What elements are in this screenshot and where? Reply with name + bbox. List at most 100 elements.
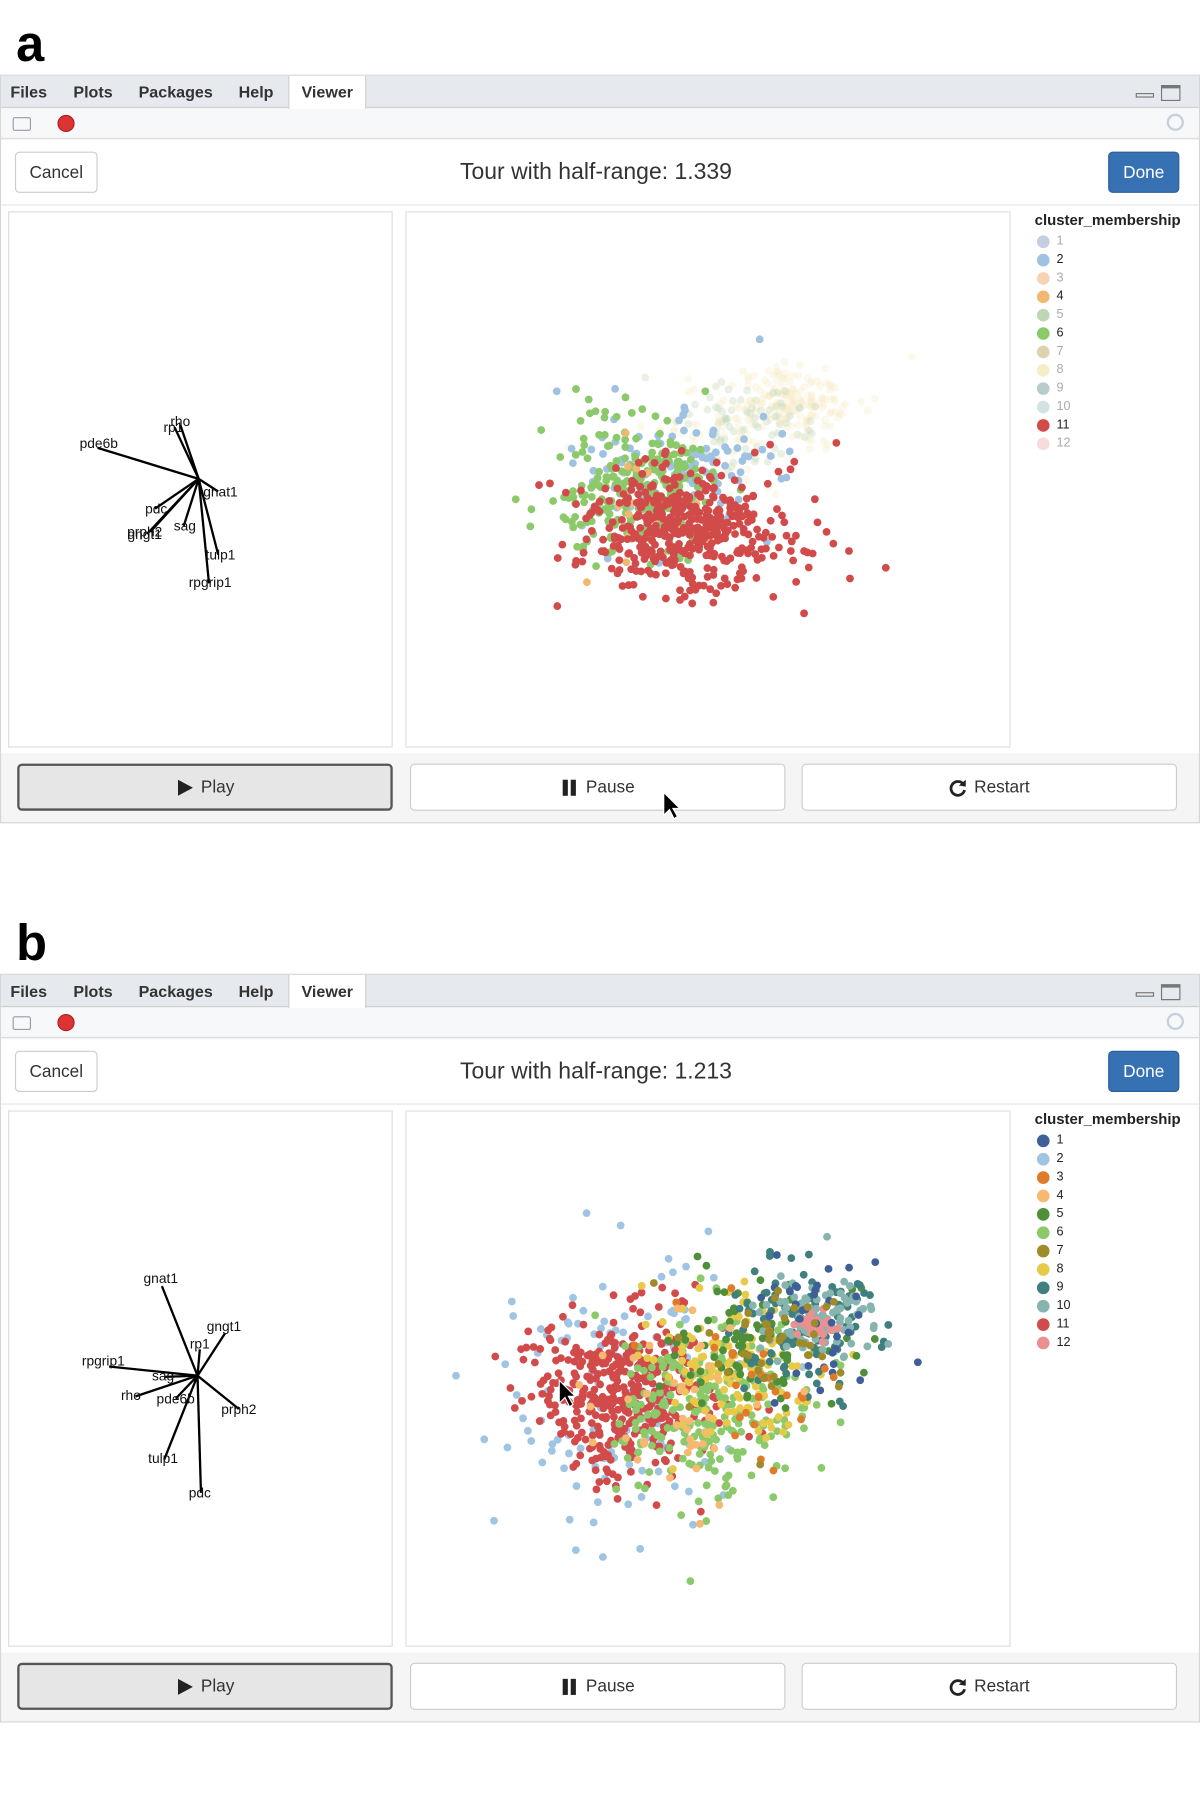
done-button[interactable]: Done bbox=[1108, 151, 1180, 193]
legend-label: 5 bbox=[1056, 307, 1064, 322]
cancel-button[interactable]: Cancel bbox=[14, 1050, 98, 1093]
legend-label: 3 bbox=[1056, 271, 1064, 285]
restart-icon bbox=[950, 779, 967, 797]
pause-button[interactable]: Pause bbox=[409, 1662, 786, 1710]
legend-label: 5 bbox=[1056, 1206, 1064, 1221]
legend-label: 11 bbox=[1056, 1317, 1070, 1331]
tab[interactable]: Help bbox=[238, 82, 274, 102]
legend-swatch bbox=[1036, 1299, 1050, 1313]
minimize-icon[interactable] bbox=[1135, 992, 1155, 997]
maximize-icon[interactable] bbox=[1160, 984, 1181, 1001]
panel: b Files Plots Packages Help Viewer Cancel Tour … bbox=[0, 899, 1200, 1798]
axes-box bbox=[8, 211, 393, 748]
header bbox=[1, 140, 1199, 206]
button-label: Play bbox=[200, 777, 235, 797]
legend-swatch bbox=[1036, 419, 1050, 432]
legend-swatch bbox=[1036, 1152, 1050, 1166]
legend-label: 8 bbox=[1056, 362, 1064, 377]
legend-label: 12 bbox=[1056, 436, 1071, 451]
title: Tour with half-range: 1.213 bbox=[460, 1058, 732, 1085]
panel-label: b bbox=[16, 915, 47, 972]
restart-glyph bbox=[950, 1678, 967, 1696]
legend-swatch bbox=[1036, 1263, 1050, 1276]
export-icon[interactable] bbox=[12, 117, 32, 131]
legend-label: 11 bbox=[1056, 417, 1070, 432]
toolbar bbox=[1, 109, 1199, 139]
legend-label: 10 bbox=[1056, 1298, 1071, 1313]
legend-label: 9 bbox=[1056, 381, 1064, 396]
legend-swatch bbox=[1036, 1189, 1050, 1203]
legend-label: 1 bbox=[1056, 1133, 1064, 1148]
scatter-box bbox=[405, 1110, 1011, 1647]
refresh-icon[interactable] bbox=[1166, 1012, 1184, 1031]
legend-swatch bbox=[1036, 308, 1050, 322]
tab[interactable]: Files bbox=[10, 981, 48, 1001]
play-glyph bbox=[177, 1678, 193, 1695]
stop-icon[interactable] bbox=[57, 1013, 75, 1032]
legend-swatch bbox=[1036, 272, 1050, 285]
tab[interactable]: Packages bbox=[138, 82, 213, 102]
legend-label: 2 bbox=[1056, 1151, 1064, 1166]
button-label: Restart bbox=[974, 1676, 1030, 1697]
tab-bar bbox=[1, 75, 1199, 108]
toolbar bbox=[1, 1008, 1199, 1039]
panel: a Files Plots Packages Help Viewer Cancel Tour … bbox=[0, 0, 1200, 899]
scatter-box bbox=[405, 211, 1011, 748]
restart-icon bbox=[950, 1678, 967, 1696]
button-label: Pause bbox=[585, 777, 635, 797]
legend-title: cluster_membership bbox=[1034, 1110, 1181, 1128]
button-label: Play bbox=[200, 1676, 235, 1697]
restart-button[interactable]: Restart bbox=[801, 763, 1178, 811]
legend-swatch bbox=[1036, 1336, 1050, 1350]
restart-glyph bbox=[959, 779, 967, 787]
legend-label: 4 bbox=[1056, 289, 1064, 304]
tab[interactable]: Plots bbox=[73, 981, 113, 1001]
legend-swatch bbox=[1036, 1226, 1050, 1240]
maximize-icon[interactable] bbox=[1160, 84, 1181, 102]
header bbox=[1, 1039, 1199, 1105]
tab[interactable]: Viewer bbox=[288, 974, 367, 1009]
tab[interactable]: Files bbox=[10, 82, 48, 102]
legend-label: 7 bbox=[1056, 1243, 1064, 1258]
legend-swatch bbox=[1036, 1244, 1050, 1258]
pause-glyph bbox=[562, 1678, 569, 1695]
legend-label: 1 bbox=[1056, 234, 1064, 249]
tab[interactable]: Plots bbox=[73, 82, 113, 102]
stop-icon[interactable] bbox=[57, 114, 75, 133]
legend-swatch bbox=[1036, 327, 1050, 340]
play-button[interactable]: Play bbox=[17, 763, 393, 811]
tab[interactable]: Viewer bbox=[288, 75, 367, 110]
viewer-window: Files Plots Packages Help Viewer Cancel Tour w… bbox=[0, 973, 1200, 1723]
viewer-window: Files Plots Packages Help Viewer Cancel Tour w… bbox=[0, 74, 1200, 824]
pause-icon bbox=[562, 779, 577, 796]
legend-swatch bbox=[1036, 290, 1050, 304]
play-icon bbox=[177, 1678, 193, 1695]
pause-button[interactable]: Pause bbox=[409, 763, 786, 811]
restart-button[interactable]: Restart bbox=[801, 1662, 1178, 1710]
legend-label: 6 bbox=[1056, 1225, 1064, 1240]
legend-swatch bbox=[1036, 437, 1050, 451]
legend-label: 2 bbox=[1056, 252, 1064, 267]
legend-swatch bbox=[1036, 400, 1050, 414]
minimize-icon[interactable] bbox=[1135, 93, 1155, 98]
legend-swatch bbox=[1036, 253, 1050, 267]
legend-label: 3 bbox=[1056, 1170, 1064, 1184]
button-label: Pause bbox=[585, 1676, 635, 1697]
button-label: Restart bbox=[974, 777, 1030, 797]
legend-swatch bbox=[1036, 1318, 1050, 1331]
tab-bar bbox=[1, 974, 1199, 1008]
legend-swatch bbox=[1036, 1134, 1050, 1148]
legend-label: 10 bbox=[1056, 399, 1071, 414]
legend-label: 4 bbox=[1056, 1188, 1064, 1203]
pause-glyph bbox=[570, 1678, 577, 1695]
done-button[interactable]: Done bbox=[1108, 1050, 1180, 1093]
play-button[interactable]: Play bbox=[17, 1662, 393, 1710]
cancel-button[interactable]: Cancel bbox=[14, 151, 98, 193]
export-icon[interactable] bbox=[12, 1016, 32, 1031]
pause-glyph bbox=[562, 779, 569, 796]
refresh-icon[interactable] bbox=[1166, 113, 1184, 131]
legend-label: 8 bbox=[1056, 1262, 1064, 1276]
tab[interactable]: Packages bbox=[138, 981, 213, 1001]
title: Tour with half-range: 1.339 bbox=[460, 159, 732, 185]
tab[interactable]: Help bbox=[238, 981, 274, 1001]
